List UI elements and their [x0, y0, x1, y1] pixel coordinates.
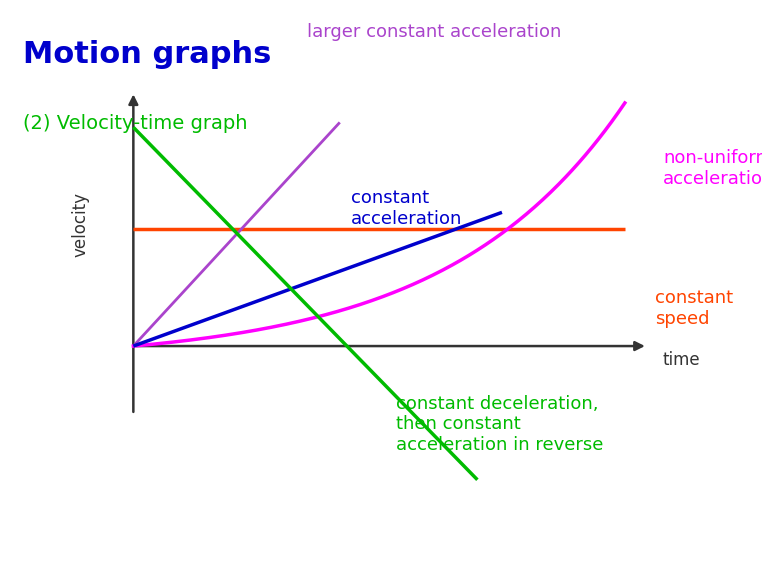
Text: non-uniform
acceleration: non-uniform acceleration [663, 149, 762, 188]
Text: (2) Velocity-time graph: (2) Velocity-time graph [23, 114, 248, 133]
Text: velocity: velocity [71, 192, 89, 257]
Text: constant
acceleration: constant acceleration [351, 189, 462, 228]
Text: time: time [663, 351, 700, 370]
Text: larger constant acceleration: larger constant acceleration [307, 23, 562, 41]
Text: constant deceleration,
then constant
acceleration in reverse: constant deceleration, then constant acc… [396, 395, 604, 454]
Text: constant
speed: constant speed [655, 289, 734, 328]
Text: Motion graphs: Motion graphs [23, 40, 271, 69]
